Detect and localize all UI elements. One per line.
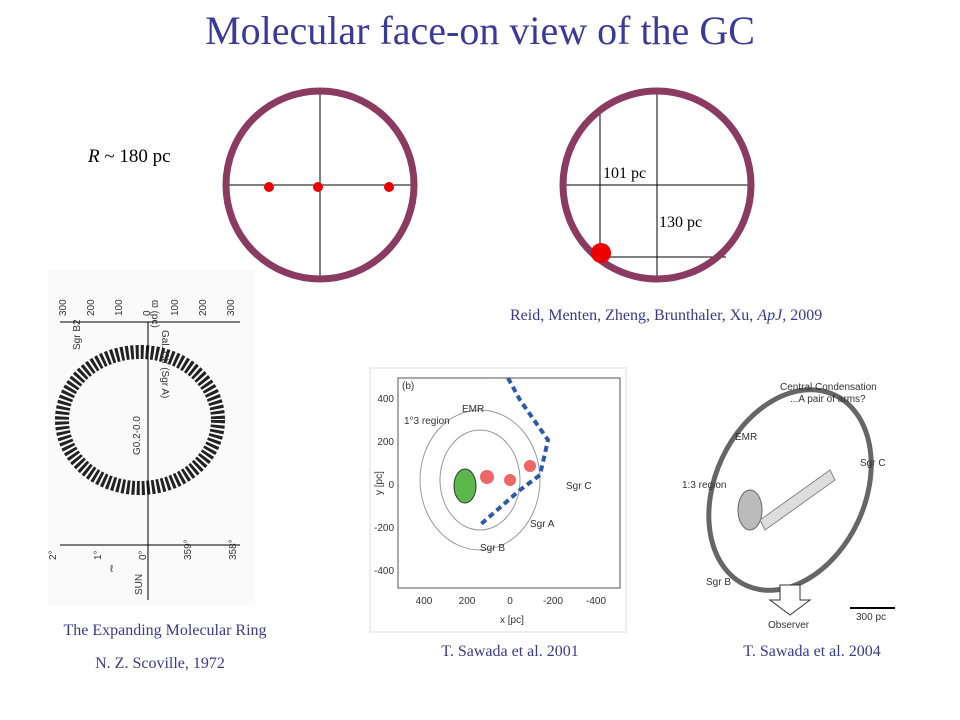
tick-label: 2°: [48, 550, 59, 560]
label: G0.2-0.0: [132, 416, 143, 455]
caption: N. Z. Scoville, 1972: [95, 655, 225, 672]
dot: [591, 243, 611, 263]
dot: [313, 182, 323, 192]
cloud: [504, 474, 516, 486]
label: 1°3 region: [404, 416, 450, 427]
caption: The Expanding Molecular Ring: [63, 622, 266, 639]
title: Molecular face-on view of the GC: [205, 8, 755, 53]
tick-label: 200: [86, 299, 97, 316]
tick-label: 400: [377, 394, 394, 405]
tick-label: 358°: [228, 539, 239, 560]
tick-label: 100: [170, 299, 181, 316]
tick-label: 200: [198, 299, 209, 316]
label: ...A pair of arms?: [790, 394, 866, 405]
sawada2004-figure: Central Condensation ...A pair of arms? …: [668, 375, 910, 635]
contour: [419, 409, 541, 551]
region: [737, 489, 763, 531]
tick-label: 200: [377, 437, 394, 448]
panel: [369, 367, 627, 633]
text: 2009: [786, 307, 822, 324]
label: Sgr B2: [72, 319, 83, 350]
label: 1:3 region: [682, 480, 726, 491]
ring: [559, 87, 755, 283]
caption: T. Sawada et al. 2004: [743, 643, 880, 660]
label: Central Condensation: [780, 382, 877, 393]
right-diagram: 101 pc 130 pc: [559, 87, 755, 283]
tick-label: 300: [226, 299, 237, 316]
label: Gal. Ctr (Sgr A): [159, 330, 170, 398]
label: Sgr A: [530, 519, 555, 530]
label: 130 pc: [659, 214, 702, 231]
label: SUN: [134, 574, 145, 595]
emr-outline: [478, 377, 551, 527]
label: ϖ (pc): [149, 300, 160, 328]
label: EMR: [735, 432, 757, 443]
scoville-figure: 300 200 100 0 100 200 300 2° 1° 0° 359° 358° Sgr B…: [48, 270, 255, 605]
label: Sgr B: [480, 543, 505, 554]
contour: [439, 429, 521, 531]
region: [453, 468, 477, 504]
observer-arrow: [768, 584, 812, 616]
label: ℓ: [110, 564, 114, 575]
cloud: [480, 470, 494, 484]
label: (b): [402, 381, 414, 392]
tick-label: 359°: [183, 539, 194, 560]
tick-label: 0°: [138, 550, 149, 560]
emr-ellipse: [706, 387, 874, 593]
label: 101 pc: [603, 165, 646, 182]
var: R: [87, 146, 100, 167]
left-diagram: R ~ 180 pc: [87, 87, 418, 283]
ring: [222, 87, 418, 283]
caption: T. Sawada et al. 2001: [441, 643, 578, 660]
dot: [384, 182, 394, 192]
tick-label: 400: [416, 596, 433, 607]
dot: [264, 182, 274, 192]
label: x [pc]: [500, 615, 524, 626]
label: Sgr C: [860, 458, 886, 469]
label: Sgr B: [706, 577, 731, 588]
cloud: [524, 460, 536, 472]
text: Reid, Menten, Zheng, Brunthaler, Xu,: [510, 307, 757, 324]
tick-label: 0: [142, 310, 153, 316]
ring-figure: [55, 345, 225, 495]
radius-label: R ~ 180 pc: [87, 146, 171, 167]
journal: ApJ,: [756, 307, 786, 324]
tick-label: -200: [374, 523, 394, 534]
tick-label: -400: [586, 596, 606, 607]
tick-label: 300: [58, 299, 69, 316]
tick-label: -200: [543, 596, 563, 607]
tick-label: -400: [374, 566, 394, 577]
label: 300 pc: [856, 612, 886, 623]
tick-label: 200: [459, 596, 476, 607]
citation: Reid, Menten, Zheng, Brunthaler, Xu, ApJ…: [510, 307, 822, 324]
label: Observer: [768, 620, 810, 631]
label: EMR: [462, 404, 484, 415]
tick-label: 1°: [93, 550, 104, 560]
label: y [pc]: [374, 471, 385, 495]
sawada2001-figure: (b) 400 200 0 -200 -400 400 200 0 -200 -400 EMR 1…: [369, 367, 627, 633]
tick-label: 100: [114, 299, 125, 316]
tick-label: 0: [507, 596, 513, 607]
tick-label: 0: [388, 480, 394, 491]
label: Sgr C: [566, 481, 592, 492]
arms: [759, 469, 836, 531]
text: ~ 180 pc: [100, 146, 171, 167]
